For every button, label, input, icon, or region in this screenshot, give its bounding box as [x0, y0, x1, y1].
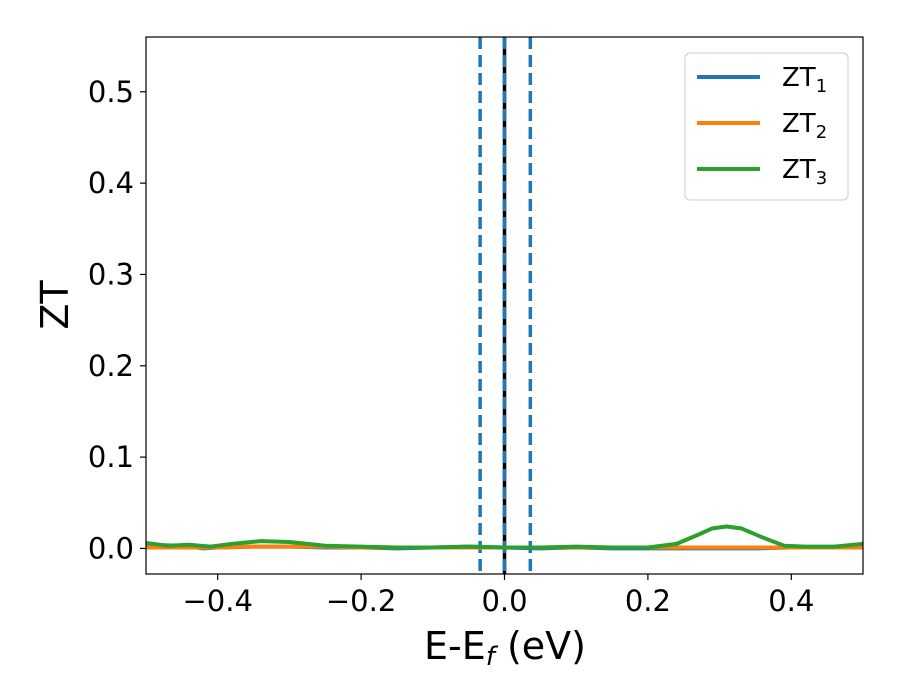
y-tick-label: 0.5: [88, 75, 134, 109]
plot-area: [146, 37, 863, 574]
legend-box: [684, 52, 849, 201]
series-line-3: [146, 524, 863, 550]
x-axis-label: E-Ef (eV): [424, 624, 586, 672]
legend-label-3: ZT3: [782, 155, 827, 189]
legend: ZT1 ZT2 ZT3: [684, 52, 849, 201]
x-axis-label-main: E-E: [424, 624, 486, 668]
y-tick-label: 0.1: [88, 440, 134, 474]
y-axis: 0.0 0.1 0.2 0.3 0.4 0.5: [88, 75, 146, 565]
x-axis: −0.4 −0.2 0.0 0.2 0.4: [182, 574, 814, 618]
legend-label-2: ZT2: [782, 109, 827, 143]
x-tick-label: −0.2: [326, 584, 396, 618]
y-tick-label: 0.0: [88, 531, 134, 565]
legend-label-1: ZT1: [782, 63, 827, 97]
x-tick-label: −0.4: [182, 584, 252, 618]
y-tick-label: 0.4: [88, 166, 134, 200]
y-axis-label: ZT: [33, 280, 77, 330]
x-tick-label: 0.4: [768, 584, 814, 618]
x-tick-label: 0.0: [481, 584, 527, 618]
y-tick-label: 0.2: [88, 349, 134, 383]
x-tick-label: 0.2: [625, 584, 671, 618]
y-tick-label: 0.3: [88, 257, 134, 291]
x-axis-label-suffix: (eV): [495, 624, 586, 668]
